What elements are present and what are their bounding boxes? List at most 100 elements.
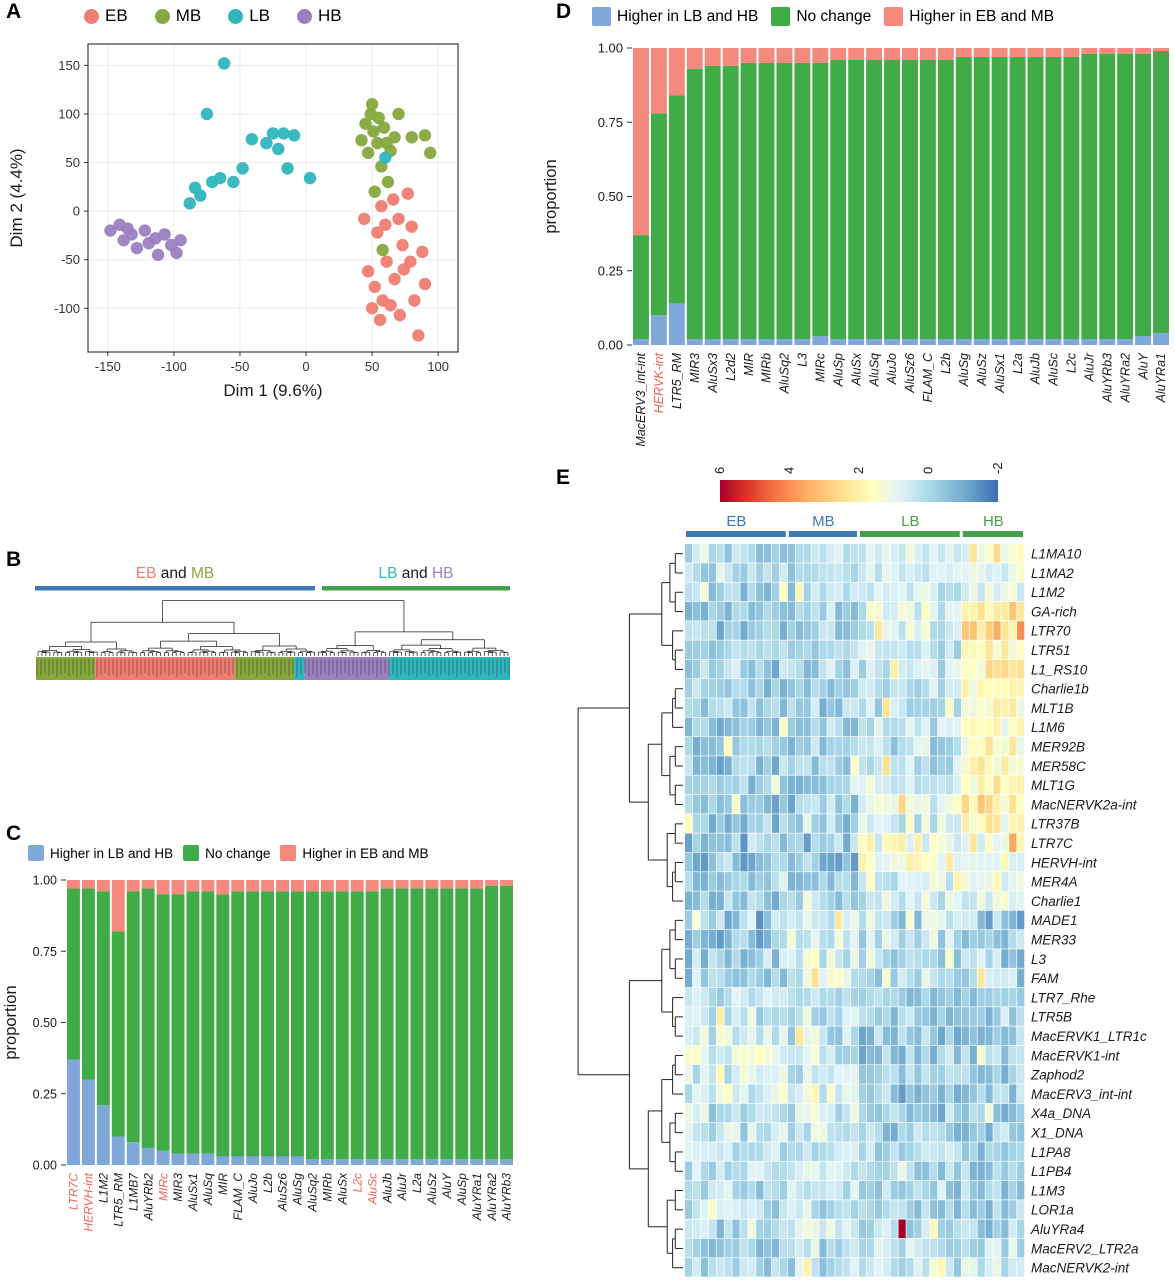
heatmap-cell (732, 1200, 740, 1219)
row-label: LTR70 (1031, 624, 1071, 639)
heatmap-cell (803, 1007, 811, 1026)
heatmap-cell (779, 852, 788, 872)
heatmap-cell (858, 563, 867, 582)
heatmap-cell (748, 949, 756, 968)
heatmap-row (685, 1161, 1025, 1181)
x-category-label: LTR5_RM (670, 352, 684, 409)
heatmap-cell (969, 1200, 977, 1219)
heatmap-cell (764, 756, 772, 775)
heatmap-row (685, 872, 1025, 891)
heatmap-cell (748, 852, 756, 872)
y-tick-label: 0.75 (33, 945, 57, 959)
heatmap-cell (882, 1142, 890, 1161)
heatmap-cell (708, 968, 716, 988)
heatmap-cell (930, 1123, 938, 1142)
heatmap-cell (874, 1007, 882, 1026)
stacked-bar (350, 880, 364, 1165)
heatmap-cell (866, 814, 875, 833)
heatmap-cell (969, 949, 977, 968)
heatmap-cell (819, 1180, 827, 1200)
bar-segment (1117, 53, 1134, 340)
heatmap-cell (700, 659, 709, 679)
heatmap-cell (969, 775, 977, 795)
heatmap-cell (685, 852, 693, 872)
heatmap-cell (945, 930, 954, 949)
heatmap-cell (685, 640, 693, 660)
heatmap-cell (787, 640, 795, 660)
heatmap-cell (819, 968, 827, 988)
heatmap-cell (890, 601, 898, 621)
stacked-bar (973, 48, 990, 345)
heatmap-cell (953, 756, 962, 775)
heatmap-cell (748, 1065, 756, 1084)
data-point (388, 272, 401, 286)
stacked-bar (686, 48, 703, 345)
heatmap-cell (740, 949, 748, 968)
heatmap-cell (906, 814, 914, 833)
cluster-band-segment (389, 657, 510, 680)
heatmap-cell (874, 852, 882, 872)
heatmap-cell (756, 563, 764, 582)
stacked-bar (794, 48, 811, 345)
tiny-sample-labels (36, 659, 510, 677)
heatmap-row (685, 698, 1025, 717)
heatmap-cell (882, 930, 890, 949)
x-category-label: AluYRa1 (1154, 353, 1168, 403)
data-point (364, 107, 377, 121)
heatmap-cell (685, 1258, 693, 1277)
heatmap-cell (890, 1065, 898, 1084)
heatmap-row (685, 987, 1025, 1007)
bar-segment (1153, 333, 1169, 345)
heatmap-cell (819, 949, 827, 968)
y-tick-label: 0.00 (598, 338, 623, 353)
heatmap-cell (866, 563, 875, 582)
heatmap-cell (953, 1200, 962, 1219)
panel-c-legend-swatch (28, 845, 44, 861)
heatmap-cell (906, 1123, 914, 1142)
heatmap-cell (1001, 659, 1009, 679)
heatmap-cell (835, 659, 843, 679)
panel-b-dendrogram: EB and MB LB and HB (35, 565, 510, 680)
heatmap-cell (945, 563, 954, 582)
panel-c-legend-label: Higher in EB and MB (302, 845, 429, 861)
bar-segment (955, 48, 972, 57)
heatmap-cell (1009, 756, 1017, 775)
heatmap-cell (930, 737, 938, 756)
heatmap-cell (787, 872, 795, 891)
heatmap-row (685, 930, 1025, 949)
heatmap-cell (795, 679, 803, 698)
heatmap-row (685, 621, 1025, 640)
heatmap-cell (890, 775, 898, 795)
heatmap-cell (756, 1103, 764, 1123)
panel-c-legend-swatch (280, 845, 297, 861)
heatmap-cell (827, 891, 835, 910)
heatmap-cell (803, 1103, 811, 1123)
heatmap-cell (700, 1065, 709, 1084)
heatmap-cell (945, 679, 954, 698)
stacked-bar (276, 880, 289, 1165)
heatmap-cell (692, 563, 701, 582)
heatmap-cell (779, 1258, 788, 1277)
heatmap-cell (961, 1219, 969, 1239)
heatmap-cell (779, 601, 788, 621)
heatmap-cell (771, 1180, 780, 1200)
heatmap-cell (851, 1219, 859, 1239)
heatmap-cell (922, 852, 930, 872)
heatmap-cell (819, 1103, 827, 1123)
heatmap-cell (985, 679, 993, 698)
heatmap-cell (851, 756, 859, 775)
heatmap-cell (851, 775, 859, 795)
heatmap-cell (858, 621, 867, 640)
heatmap-row (685, 1065, 1025, 1084)
panel-c-legend-label: Higher in LB and HB (50, 845, 174, 861)
heatmap-cell (748, 891, 756, 910)
bar-segment (485, 880, 499, 886)
heatmap-cell (764, 872, 772, 891)
heatmap-cell (843, 987, 851, 1007)
heatmap-cell (732, 659, 740, 679)
heatmap-cell (922, 1238, 930, 1258)
heatmap-cell (803, 1258, 811, 1277)
y-tick-label: 0.00 (33, 1159, 57, 1173)
heatmap-cell (993, 1045, 1001, 1065)
bar-segment (1117, 339, 1134, 345)
